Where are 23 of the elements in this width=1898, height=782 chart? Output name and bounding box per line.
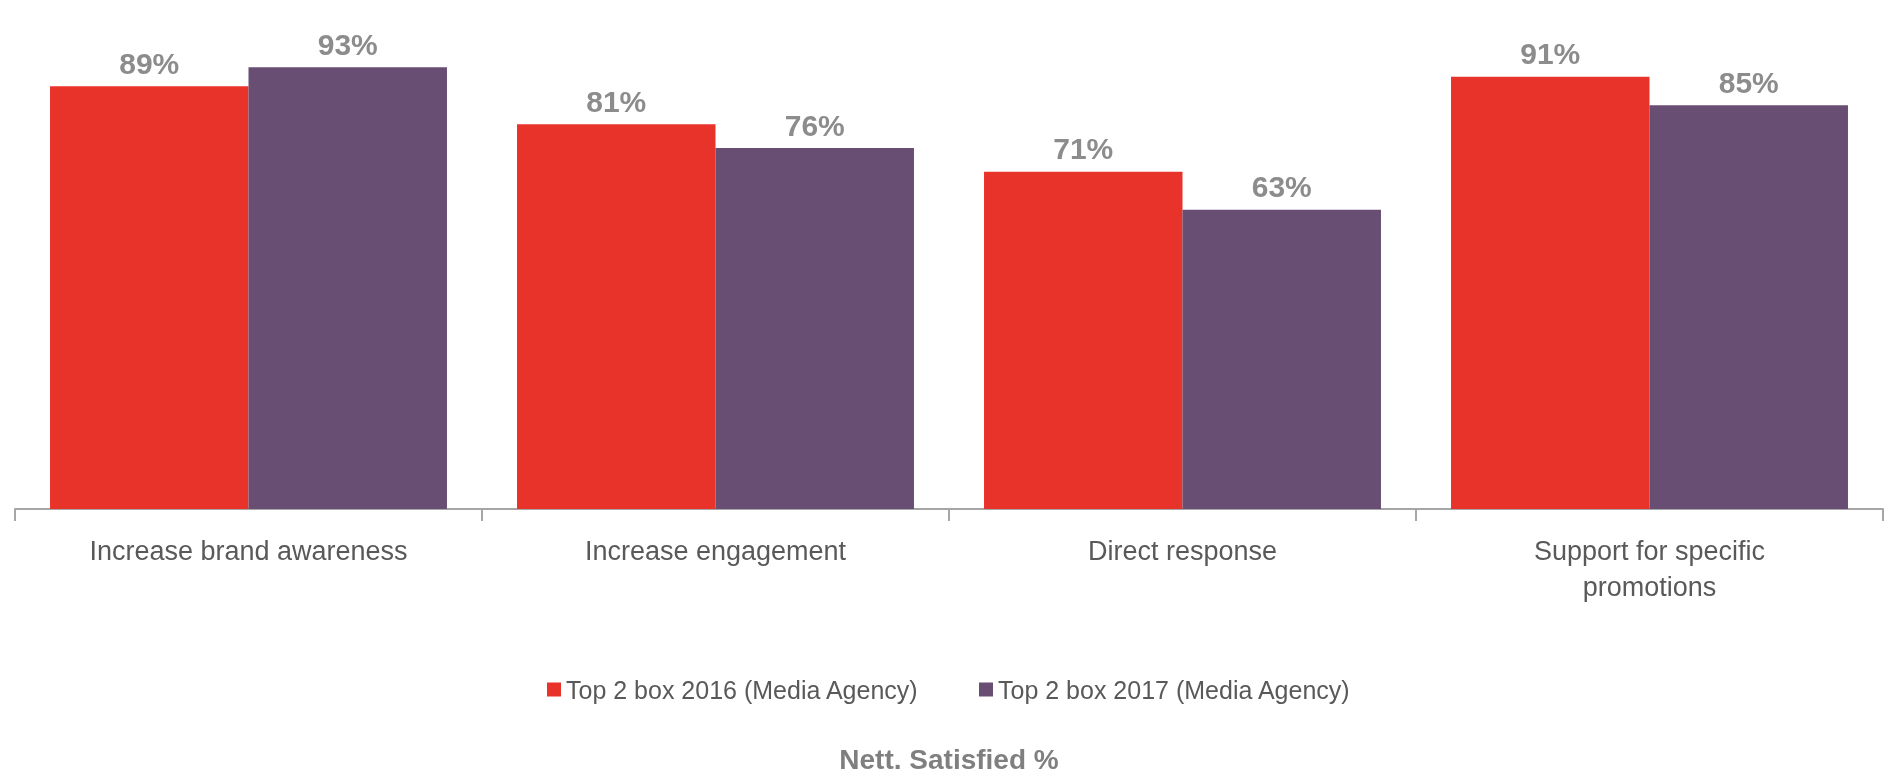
text: Nett. Satisfied % (839, 743, 1059, 775)
bar (50, 86, 249, 509)
x-tick-label: Direct response (1087, 536, 1278, 566)
data-label: 91% (1520, 37, 1581, 71)
legend-label: Top 2 box 2016 (Media Agency) (566, 675, 918, 704)
x-tick-label: Increase brand awareness (89, 536, 408, 566)
legend-label: Top 2 box 2017 (Media Agency) (998, 675, 1350, 704)
data-label: 93% (317, 27, 378, 61)
bar (1649, 105, 1848, 509)
bar (1182, 209, 1381, 509)
data-label: 76% (784, 108, 845, 142)
bar (984, 171, 1183, 509)
bar (715, 148, 914, 509)
bar (1451, 76, 1650, 509)
data-label: 89% (119, 46, 180, 80)
data-label: 63% (1251, 170, 1312, 204)
data-label: 85% (1718, 65, 1779, 99)
bar (517, 124, 716, 509)
bar (248, 67, 447, 509)
data-label: 81% (586, 84, 647, 118)
x-tick-label: Increase engagement (584, 536, 847, 566)
x-tick-label: Support for specific promotions (1533, 536, 1766, 602)
data-label: 71% (1053, 132, 1114, 166)
